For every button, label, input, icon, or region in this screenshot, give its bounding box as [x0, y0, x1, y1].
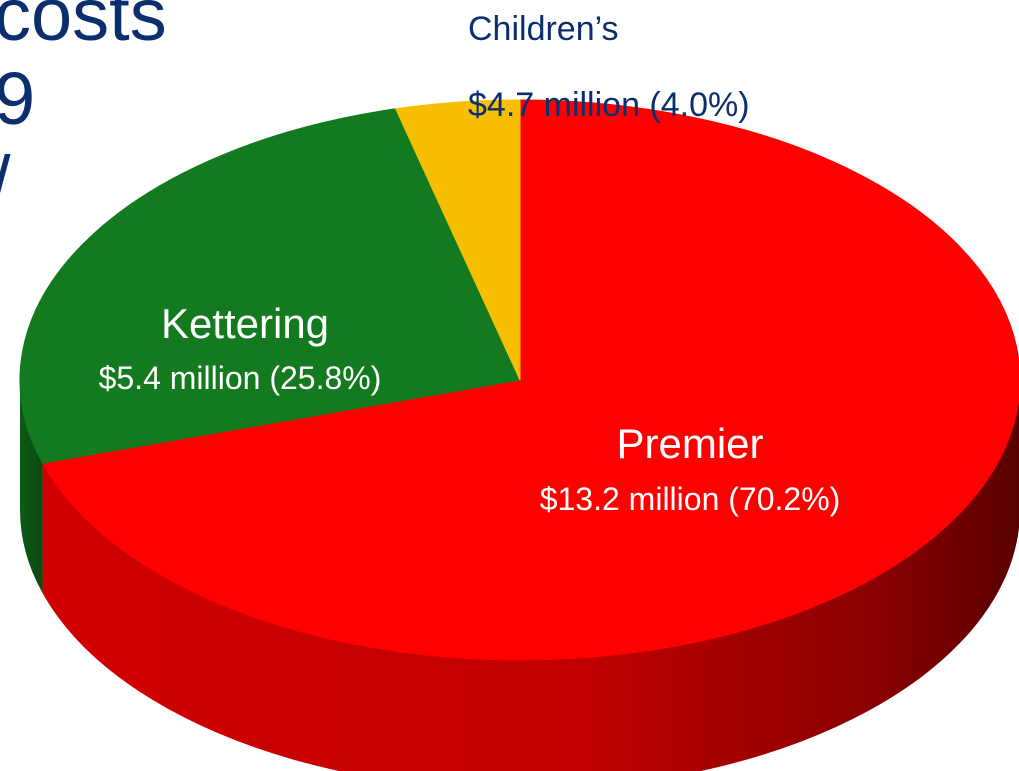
slice-label-kettering-name: Kettering: [160, 300, 330, 347]
slice-label-kettering-value: $5.4 million (25.8%): [98, 360, 382, 396]
slice-label-premier-name: Premier: [616, 420, 764, 467]
slice-label-childrens-value: $4.7 million (4.0%): [468, 86, 750, 124]
title-fragment-line-2: 9: [0, 57, 36, 140]
pie-slice-children-s: [394, 99, 521, 381]
title-fragment-line-3: /: [0, 146, 11, 220]
pie-side-kettering: [20, 380, 43, 594]
slice-label-childrens-name: Children’s: [468, 10, 619, 48]
pie-slice-premier: [41, 99, 1019, 661]
pie-sides: [20, 380, 1019, 771]
pie-tops: [19, 99, 1019, 661]
slice-label-premier-value: $13.2 million (70.2%): [539, 481, 841, 517]
pie-side-premier: [42, 396, 1019, 771]
pie-slice-kettering: [19, 108, 521, 464]
title-fragment-line-1: costs: [0, 0, 167, 56]
